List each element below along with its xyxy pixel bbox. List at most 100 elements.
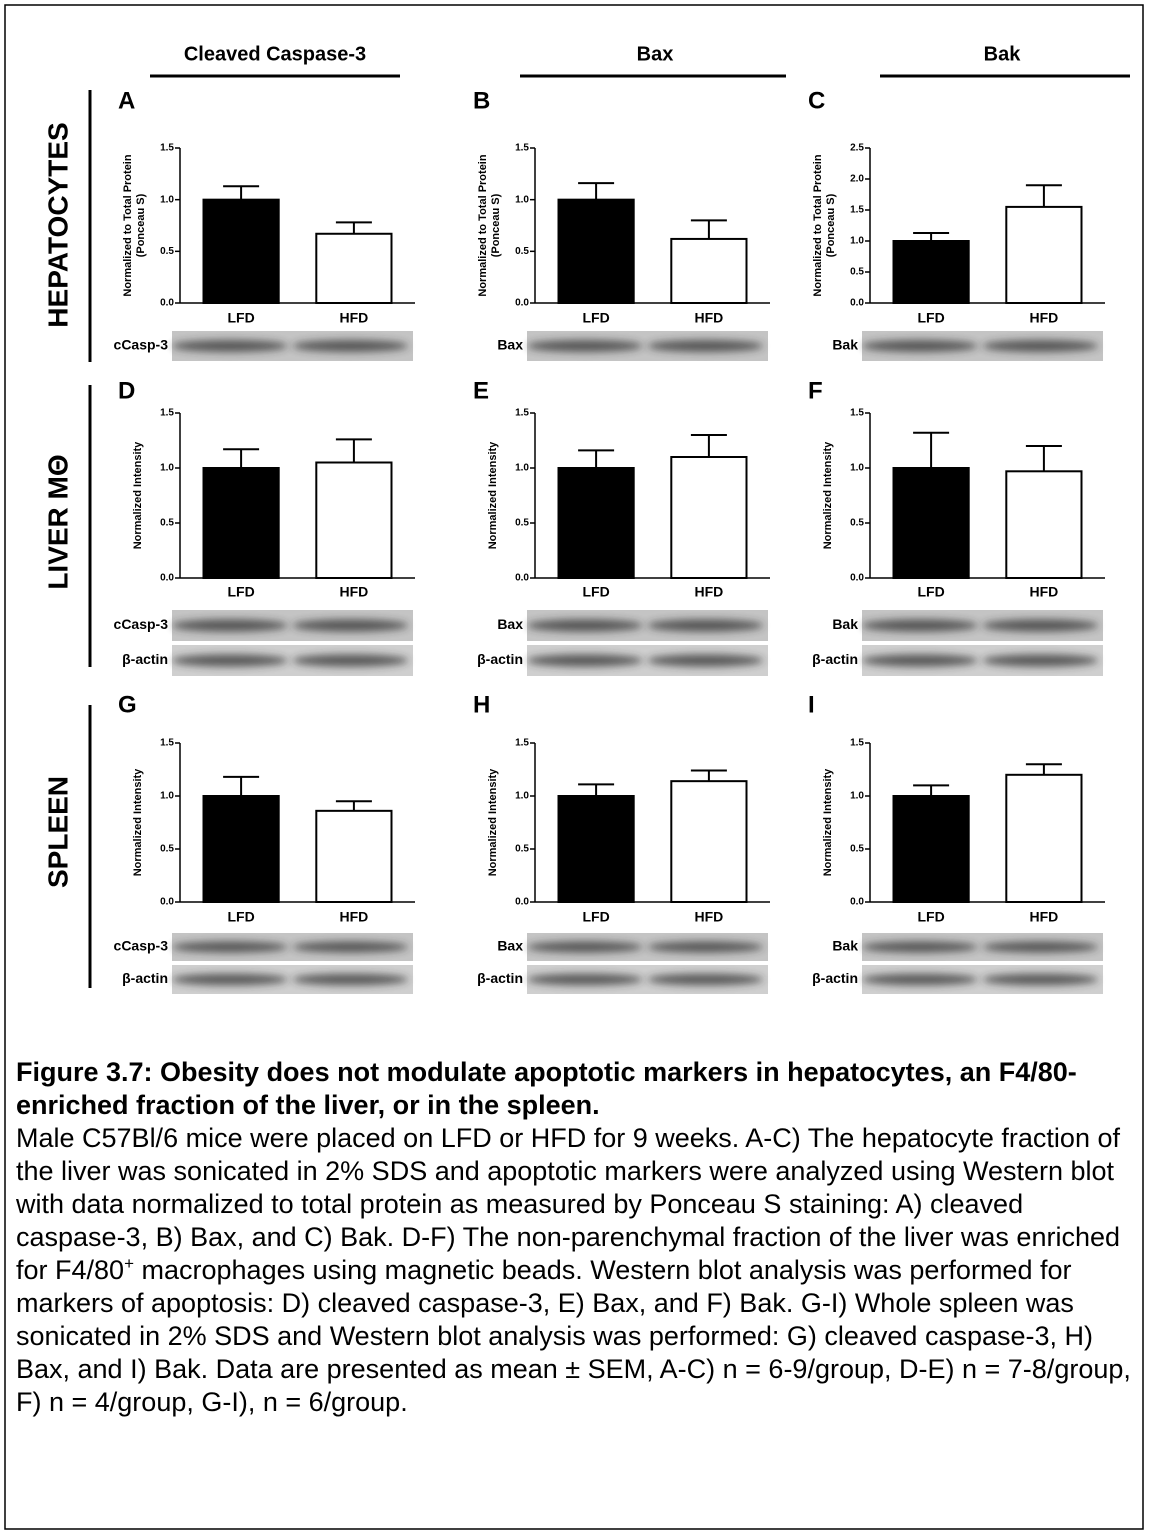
x-tick-label: HFD — [1030, 310, 1059, 326]
x-tick-label: LFD — [582, 584, 609, 600]
blot-label: β-actin — [477, 651, 523, 667]
y-tick-label: 0.0 — [515, 897, 529, 908]
y-axis-label: Normalized Intensity — [822, 441, 834, 549]
y-tick-label: 0.0 — [515, 298, 529, 309]
bar — [671, 781, 746, 902]
y-tick-label: 0.5 — [515, 844, 529, 855]
x-tick-label: LFD — [582, 909, 609, 925]
blot-label: cCasp-3 — [114, 938, 169, 954]
column-header: Bak — [984, 43, 1022, 65]
y-tick-label: 0.5 — [850, 267, 864, 278]
y-axis-label: Normalized Intensity — [822, 768, 834, 876]
x-tick-label: LFD — [227, 584, 254, 600]
y-tick-label: 1.5 — [515, 738, 529, 749]
column-header: Cleaved Caspase-3 — [184, 43, 366, 65]
y-tick-label: 0.0 — [160, 298, 174, 309]
row-label: HEPATOCYTES — [42, 122, 73, 327]
blot-band — [527, 974, 643, 986]
y-tick-label: 0.0 — [160, 897, 174, 908]
x-tick-label: HFD — [695, 909, 724, 925]
blot-band — [292, 941, 408, 952]
bar — [1006, 207, 1081, 303]
row-label: SPLEEN — [42, 776, 73, 888]
y-tick-label: 1.0 — [160, 791, 174, 802]
blot-band — [982, 974, 1098, 986]
y-tick-label: 1.0 — [515, 791, 529, 802]
blot-band — [292, 619, 408, 631]
panel-letter: A — [118, 87, 135, 114]
bar — [204, 796, 279, 902]
x-tick-label: LFD — [917, 909, 944, 925]
blot-band — [647, 654, 763, 666]
y-tick-label: 1.0 — [850, 236, 864, 247]
panel-letter: E — [473, 377, 489, 404]
blot-label: cCasp-3 — [114, 616, 169, 632]
blot-label: Bak — [832, 337, 858, 353]
caption-body: Male C57Bl/6 mice were placed on LFD or … — [16, 1122, 1131, 1419]
blot-band — [172, 340, 288, 352]
blot-band — [647, 974, 763, 986]
x-tick-label: HFD — [1030, 584, 1059, 600]
y-tick-label: 1.5 — [850, 205, 864, 216]
x-tick-label: LFD — [917, 584, 944, 600]
bar — [204, 468, 279, 578]
caption-title: Figure 3.7: Obesity does not modulate ap… — [16, 1056, 1131, 1122]
y-tick-label: 1.5 — [160, 143, 174, 154]
blot-band — [527, 619, 643, 631]
blot-label: Bax — [497, 938, 523, 954]
bar — [316, 234, 391, 303]
blot-label: Bax — [497, 337, 523, 353]
bar — [671, 457, 746, 578]
y-tick-label: 1.0 — [160, 463, 174, 474]
panel-letter: H — [473, 691, 490, 718]
blot-label: β-actin — [812, 651, 858, 667]
blot-label: Bax — [497, 616, 523, 632]
x-tick-label: LFD — [917, 310, 944, 326]
y-tick-label: 0.5 — [160, 518, 174, 529]
blot-band — [982, 941, 1098, 952]
y-axis-label: Normalized to Total Protein — [122, 154, 134, 296]
y-tick-label: 0.5 — [160, 844, 174, 855]
x-tick-label: LFD — [227, 909, 254, 925]
panel-letter: C — [808, 87, 825, 114]
bar — [1006, 775, 1081, 902]
y-tick-label: 1.0 — [515, 194, 529, 205]
y-tick-label: 0.0 — [850, 573, 864, 584]
blot-band — [982, 619, 1098, 631]
blot-band — [292, 974, 408, 986]
x-tick-label: LFD — [582, 310, 609, 326]
blot-band — [527, 941, 643, 952]
blot-band — [292, 654, 408, 666]
x-tick-label: HFD — [1030, 909, 1059, 925]
y-tick-label: 1.5 — [850, 738, 864, 749]
bar — [316, 811, 391, 902]
y-axis-label: Normalized Intensity — [132, 768, 144, 876]
blot-band — [172, 654, 288, 666]
y-tick-label: 0.0 — [515, 573, 529, 584]
blot-band — [172, 974, 288, 986]
bar — [559, 468, 634, 578]
blot-band — [647, 619, 763, 631]
y-tick-label: 0.5 — [515, 518, 529, 529]
bar — [894, 468, 969, 578]
y-axis-label: Normalized Intensity — [487, 441, 499, 549]
y-tick-label: 1.0 — [515, 463, 529, 474]
y-tick-label: 0.5 — [515, 246, 529, 257]
column-header: Bax — [637, 43, 674, 65]
y-tick-label: 0.5 — [850, 844, 864, 855]
blot-band — [172, 619, 288, 631]
bar — [204, 200, 279, 303]
blot-label: Bak — [832, 616, 858, 632]
y-tick-label: 1.5 — [515, 143, 529, 154]
y-tick-label: 0.0 — [160, 573, 174, 584]
blot-band — [862, 340, 978, 352]
panel-letter: F — [808, 377, 823, 404]
y-tick-label: 0.5 — [160, 246, 174, 257]
blot-band — [862, 654, 978, 666]
x-tick-label: HFD — [340, 584, 369, 600]
row-label: LIVER MΘ — [42, 454, 73, 589]
blot-band — [647, 340, 763, 352]
x-tick-label: HFD — [695, 584, 724, 600]
blot-band — [292, 340, 408, 352]
caption: Figure 3.7: Obesity does not modulate ap… — [16, 1056, 1131, 1419]
